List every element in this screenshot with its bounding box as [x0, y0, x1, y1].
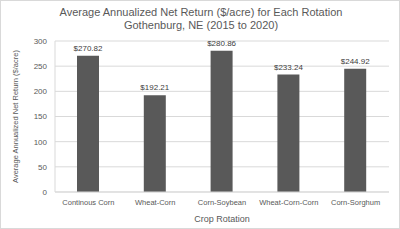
- svg-text:Corn-Soybean: Corn-Soybean: [198, 198, 246, 207]
- svg-text:Wheat-Corn: Wheat-Corn: [135, 198, 175, 207]
- svg-text:$280.86: $280.86: [207, 39, 236, 48]
- svg-text:Continous Corn: Continous Corn: [62, 198, 114, 207]
- html-text:Average Annualized Net Return: Average Annualized Net Return ($/acre) f…: [59, 6, 343, 18]
- svg-text:$233.24: $233.24: [274, 63, 303, 72]
- svg-text:$244.92: $244.92: [341, 57, 370, 66]
- svg-text:$192.21: $192.21: [140, 83, 169, 92]
- svg-text:Average Annualized Net Return: Average Annualized Net Return ($/acre): [11, 50, 20, 183]
- svg-text:100: 100: [34, 138, 48, 147]
- svg-text:150: 150: [34, 112, 48, 121]
- svg-text:Corn-Sorghum: Corn-Sorghum: [331, 198, 380, 207]
- svg-text:Crop Rotation: Crop Rotation: [194, 214, 250, 224]
- html-text:Gothenburg, NE (2015 to 2020): Gothenburg, NE (2015 to 2020): [123, 19, 278, 31]
- svg-text:250: 250: [34, 62, 48, 71]
- svg-text:Wheat-Corn-Corn: Wheat-Corn-Corn: [259, 198, 318, 207]
- svg-text:$270.82: $270.82: [74, 44, 103, 53]
- svg-text:50: 50: [38, 163, 47, 172]
- svg-text:0: 0: [43, 188, 48, 197]
- svg-text:300: 300: [34, 37, 48, 46]
- svg-text:200: 200: [34, 87, 48, 96]
